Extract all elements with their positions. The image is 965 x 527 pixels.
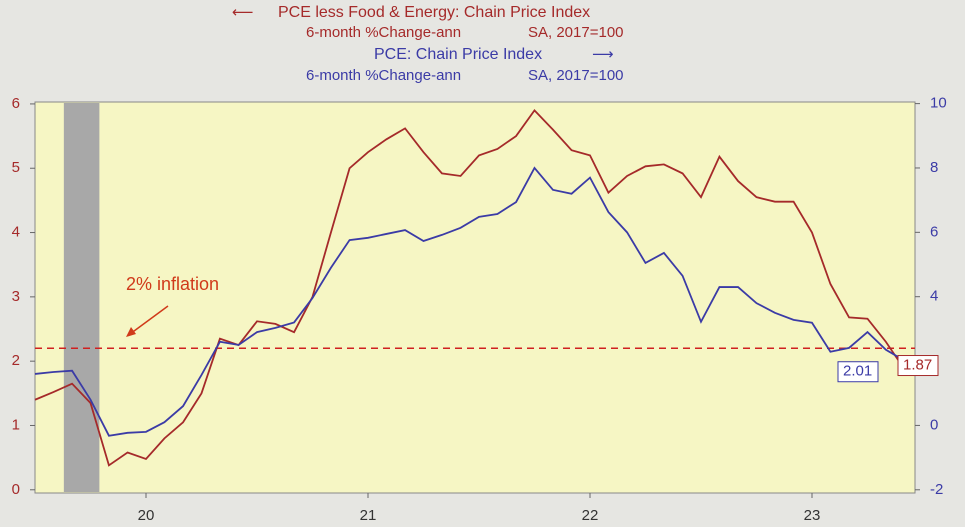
x-tick-label: 20 <box>138 507 155 524</box>
x-tick-label: 22 <box>582 507 599 524</box>
legend-arrow: ⟶ <box>592 46 614 63</box>
series-line <box>34 166 906 437</box>
y-tick-label: 0 <box>12 481 20 498</box>
annotation: 2% inflation <box>126 274 219 294</box>
y2-tick-label: 0 <box>930 416 938 433</box>
legend-units: 6-month %Change-ann <box>306 24 461 41</box>
series-line <box>34 108 906 467</box>
y2-tick-label: 6 <box>930 223 938 240</box>
legend-arrow: ⟵ <box>232 4 254 21</box>
y-tick-label: 3 <box>12 288 20 305</box>
annotation-arrowhead <box>126 327 136 337</box>
x-tick-label: 21 <box>360 507 377 524</box>
end-label: 2.01 <box>843 363 872 380</box>
legend-entry: PCE: Chain Price Index <box>374 46 542 63</box>
plot-area <box>34 101 916 494</box>
shaded-period <box>63 103 100 492</box>
y-tick-label: 2 <box>12 352 20 369</box>
y2-tick-label: 8 <box>930 159 938 176</box>
end-label-box <box>897 355 939 377</box>
y-tick-label: 5 <box>12 159 20 176</box>
legend-units: 6-month %Change-ann <box>306 67 461 84</box>
y-tick-label: 6 <box>12 95 20 112</box>
y-tick-label: 1 <box>12 416 20 433</box>
legend-entry: PCE less Food & Energy: Chain Price Inde… <box>278 4 590 21</box>
end-label: 1.87 <box>903 356 932 373</box>
y2-tick-label: -2 <box>930 481 943 498</box>
annotation-arrow <box>129 305 169 335</box>
y2-tick-label: 4 <box>930 288 938 305</box>
y-tick-label: 4 <box>12 224 20 241</box>
legend-adjustment: SA, 2017=100 <box>528 67 624 84</box>
x-tick-label: 23 <box>804 507 821 524</box>
legend-adjustment: SA, 2017=100 <box>528 24 624 41</box>
end-label-box <box>837 361 879 383</box>
y2-tick-label: 10 <box>930 95 947 112</box>
